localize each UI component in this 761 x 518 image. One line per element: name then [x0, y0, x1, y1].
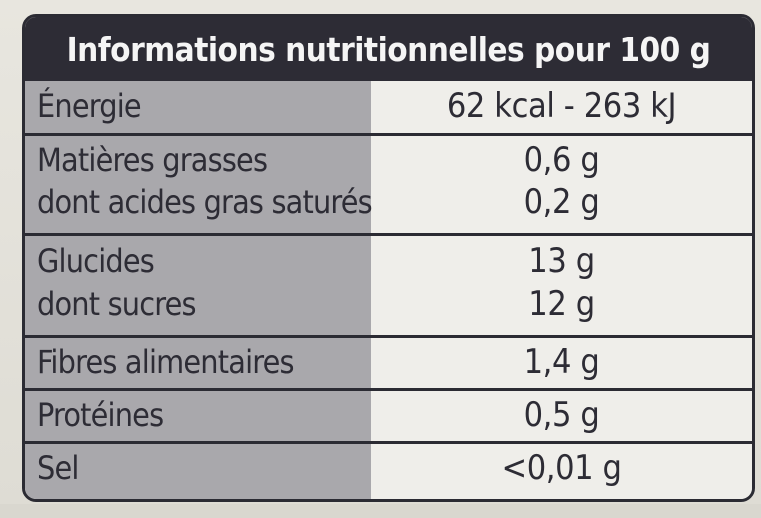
nutrient-subname: dont acides gras saturés: [37, 183, 373, 221]
nutrient-value: 13 g: [528, 241, 595, 281]
table-row-energy: Énergie 62 kcal - 263 kJ: [25, 81, 752, 136]
nutrient-value: 62 kcal - 263 kJ: [446, 86, 677, 126]
table-row-protein: Protéines 0,5 g: [25, 391, 752, 444]
nutrient-name: Sel: [37, 449, 79, 487]
nutrition-header: Informations nutritionnelles pour 100 g: [25, 17, 752, 81]
nutrient-value: <0,01 g: [501, 448, 622, 488]
nutrient-value: 1,4 g: [523, 342, 600, 382]
nutrition-title: Informations nutritionnelles pour 100 g: [66, 29, 711, 69]
nutrient-value: 0,5 g: [523, 395, 600, 435]
nutrient-subvalue: 0,2 g: [523, 182, 600, 222]
nutrient-name: Fibres alimentaires: [37, 343, 295, 381]
nutrient-subvalue: 12 g: [528, 284, 595, 324]
package-edge: [0, 504, 761, 518]
nutrient-value: 0,6 g: [523, 140, 600, 180]
table-row-carbohydrates: Glucides 13 g dont sucres 12 g: [25, 236, 752, 338]
nutrient-name: Glucides: [37, 242, 155, 280]
table-row-salt: Sel <0,01 g: [25, 444, 752, 499]
nutrient-column: [25, 81, 371, 499]
nutrition-table: Énergie 62 kcal - 263 kJ Matières grasse…: [25, 81, 752, 499]
nutrient-name: Énergie: [37, 87, 142, 125]
nutrient-subname: dont sucres: [37, 285, 196, 323]
nutrient-name: Protéines: [37, 396, 164, 434]
table-row-fat: Matières grasses 0,6 g dont acides gras …: [25, 136, 752, 236]
table-row-fiber: Fibres alimentaires 1,4 g: [25, 338, 752, 391]
nutrient-name: Matières grasses: [37, 141, 268, 179]
nutrition-label: Informations nutritionnelles pour 100 g …: [22, 14, 755, 502]
value-column: [371, 81, 752, 499]
